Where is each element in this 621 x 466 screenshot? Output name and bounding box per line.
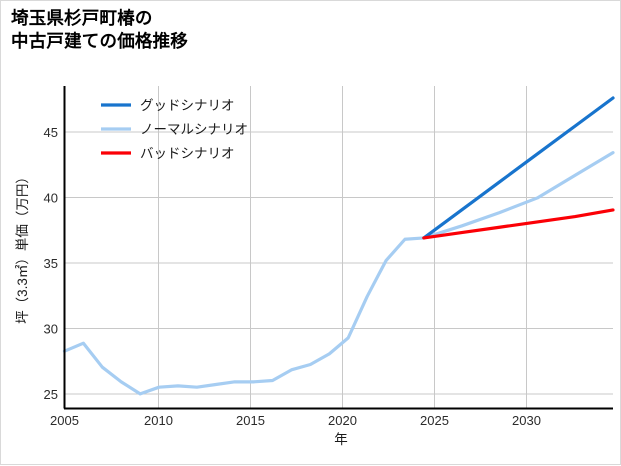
x-tick-labels: 2005 2010 2015 2020 2025 2030 [50, 413, 541, 428]
x-tick-2020: 2020 [328, 413, 357, 428]
x-tick-2010: 2010 [144, 413, 173, 428]
chart-legend: グッドシナリオ ノーマルシナリオ バッドシナリオ [101, 98, 248, 161]
series-layer [62, 96, 615, 396]
legend-label-good: グッドシナリオ [140, 98, 235, 113]
legend-entry-normal[interactable]: ノーマルシナリオ [101, 122, 248, 137]
series-line-normal [62, 151, 615, 396]
legend-label-bad: バッドシナリオ [140, 146, 235, 161]
x-tick-2025: 2025 [420, 413, 449, 428]
x-axis-title: 年 [334, 432, 348, 447]
legend-entry-good[interactable]: グッドシナリオ [101, 98, 235, 113]
y-tick-45: 45 [44, 125, 58, 140]
x-tick-2030: 2030 [512, 413, 541, 428]
y-tick-25: 25 [44, 387, 58, 402]
gridlines [64, 86, 613, 408]
x-tick-2005: 2005 [50, 413, 79, 428]
legend-label-normal: ノーマルシナリオ [140, 122, 248, 137]
series-line-bad [422, 208, 615, 240]
y-tick-30: 30 [44, 322, 58, 337]
series-line-good [422, 96, 615, 240]
x-tick-2015: 2015 [236, 413, 265, 428]
y-tick-35: 35 [44, 256, 58, 271]
legend-entry-bad[interactable]: バッドシナリオ [101, 146, 235, 161]
axis-spines [63, 86, 613, 410]
y-axis-title: 坪（3.3㎡）単価（万円） [15, 170, 30, 324]
y-tick-40: 40 [44, 191, 58, 206]
chart-title: 埼玉県杉戸町椿の 中古戸建ての価格推移 [11, 8, 188, 52]
y-tick-labels: 45 40 35 30 25 [44, 125, 58, 402]
